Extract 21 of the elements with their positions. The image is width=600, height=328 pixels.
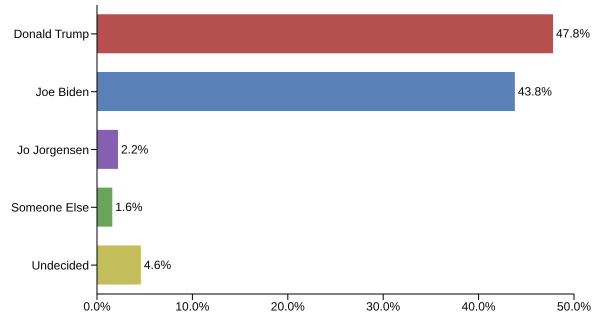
data-label: 47.8% — [556, 26, 590, 41]
bar — [97, 130, 118, 169]
data-label: 1.6% — [115, 200, 143, 214]
bar — [97, 72, 515, 112]
x-tick-label: 20.0% — [270, 300, 306, 314]
x-tick-label: 10.0% — [175, 300, 210, 314]
bar — [97, 188, 112, 227]
y-tick-label: Joe Biden — [36, 84, 89, 99]
bar — [97, 14, 554, 54]
bar — [97, 245, 141, 284]
x-tick-label: 0.0% — [83, 300, 111, 314]
x-tick-label: 50.0% — [556, 300, 592, 314]
data-label: 2.2% — [120, 142, 149, 156]
y-tick-label: Jo Jorgensen — [16, 142, 89, 157]
data-label: 43.8% — [518, 84, 552, 99]
y-tick-label: Donald Trump — [14, 27, 90, 42]
y-tick-label: Undecided — [32, 258, 89, 272]
x-tick-label: 40.0% — [462, 300, 496, 314]
y-tick-label: Someone Else — [10, 200, 90, 215]
x-tick-label: 30.0% — [366, 300, 401, 314]
data-label: 4.6% — [144, 258, 172, 272]
